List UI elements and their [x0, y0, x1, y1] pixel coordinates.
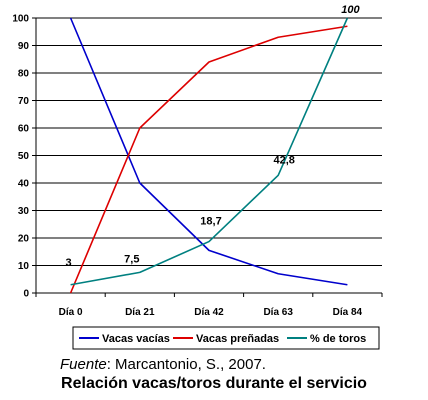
y-tick-labels: 0 10 20 30 40 50 60 70 80 90 100 [12, 14, 29, 300]
y-tick-label: 20 [18, 234, 30, 245]
source-caption: Fuente: Marcantonio, S., 2007. [60, 356, 266, 373]
data-labels: 3 7,5 18,7 42,8 100 [66, 4, 361, 269]
y-tick-label: 30 [18, 206, 30, 217]
chart-title: Relación vacas/toros durante el servicio [61, 375, 367, 392]
x-tick-label: Día 84 [333, 307, 363, 318]
source-prefix: Fuente [60, 356, 107, 373]
y-tick-label: 70 [18, 96, 30, 107]
y-tick-label: 80 [18, 69, 30, 80]
legend-label-1: Vacas vacías [102, 333, 170, 345]
data-label: 42,8 [273, 154, 294, 166]
legend: Vacas vacías Vacas preñadas % de toros [72, 326, 380, 350]
x-tick-labels: Día 0 Día 21 Día 42 Día 63 Día 84 [59, 307, 363, 318]
gridlines [36, 17, 382, 266]
series-lines [69, 17, 349, 294]
x-tick-label: Día 42 [194, 307, 224, 318]
data-label: 3 [66, 257, 72, 269]
data-label: 18,7 [200, 216, 221, 228]
data-label: 7,5 [124, 253, 139, 265]
y-tick-label: 60 [18, 124, 30, 135]
series-line-3 [70, 17, 349, 286]
y-tick-label: 0 [23, 289, 29, 300]
y-tick-label: 100 [12, 14, 29, 25]
y-tick-label: 10 [18, 261, 30, 272]
legend-box [72, 326, 380, 350]
series-line-2 [69, 25, 348, 294]
axes [32, 17, 383, 297]
series-line-1 [69, 17, 348, 286]
x-tick-label: Día 21 [125, 307, 155, 318]
legend-label-2: Vacas preñadas [196, 333, 279, 345]
x-tick-label: Día 0 [59, 307, 83, 318]
y-tick-label: 90 [18, 41, 30, 52]
source-text: : Marcantonio, S., 2007. [106, 356, 266, 373]
x-tick-label: Día 63 [263, 307, 293, 318]
data-label: 100 [341, 4, 360, 16]
y-tick-label: 40 [18, 179, 30, 190]
legend-label-3: % de toros [310, 333, 366, 345]
y-tick-label: 50 [18, 151, 30, 162]
line-chart: 0 10 20 30 40 50 60 70 80 90 100 Día 0 Día 21 Día 42… [12, 4, 383, 350]
